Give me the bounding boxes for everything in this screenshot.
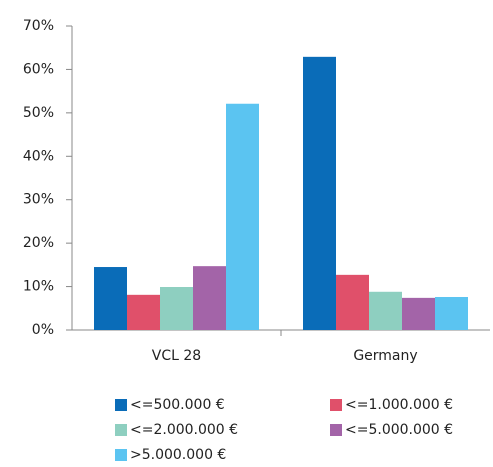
bar <box>160 287 193 330</box>
bar <box>193 266 226 330</box>
x-tick-label: Germany <box>353 348 417 364</box>
bar <box>226 103 259 330</box>
y-tick-label: 10% <box>23 279 54 295</box>
y-tick-label: 0% <box>32 322 54 338</box>
legend-swatch <box>330 399 342 411</box>
y-tick-label: 30% <box>23 192 54 208</box>
y-tick-label: 50% <box>23 105 54 121</box>
y-tick-label: 40% <box>23 148 54 164</box>
bar <box>435 296 468 330</box>
legend-swatch <box>330 424 342 436</box>
bar <box>402 297 435 330</box>
bar <box>369 291 402 330</box>
bar <box>336 274 369 330</box>
legend-swatch <box>115 399 127 411</box>
y-tick-label: 20% <box>23 235 54 251</box>
bar <box>127 294 160 330</box>
y-tick-label: 70% <box>23 18 54 34</box>
bar <box>94 267 127 330</box>
legend-label: <=1.000.000 € <box>345 397 453 413</box>
y-tick-label: 60% <box>23 61 54 77</box>
legend-label: <=5.000.000 € <box>345 422 453 438</box>
x-tick-label: VCL 28 <box>152 348 201 364</box>
legend-label: <=500.000 € <box>130 397 225 413</box>
legend-swatch <box>115 424 127 436</box>
legend-label: <=2.000.000 € <box>130 422 238 438</box>
legend-swatch <box>115 449 127 461</box>
bar <box>303 56 336 330</box>
legend-label: >5.000.000 € <box>130 447 226 463</box>
